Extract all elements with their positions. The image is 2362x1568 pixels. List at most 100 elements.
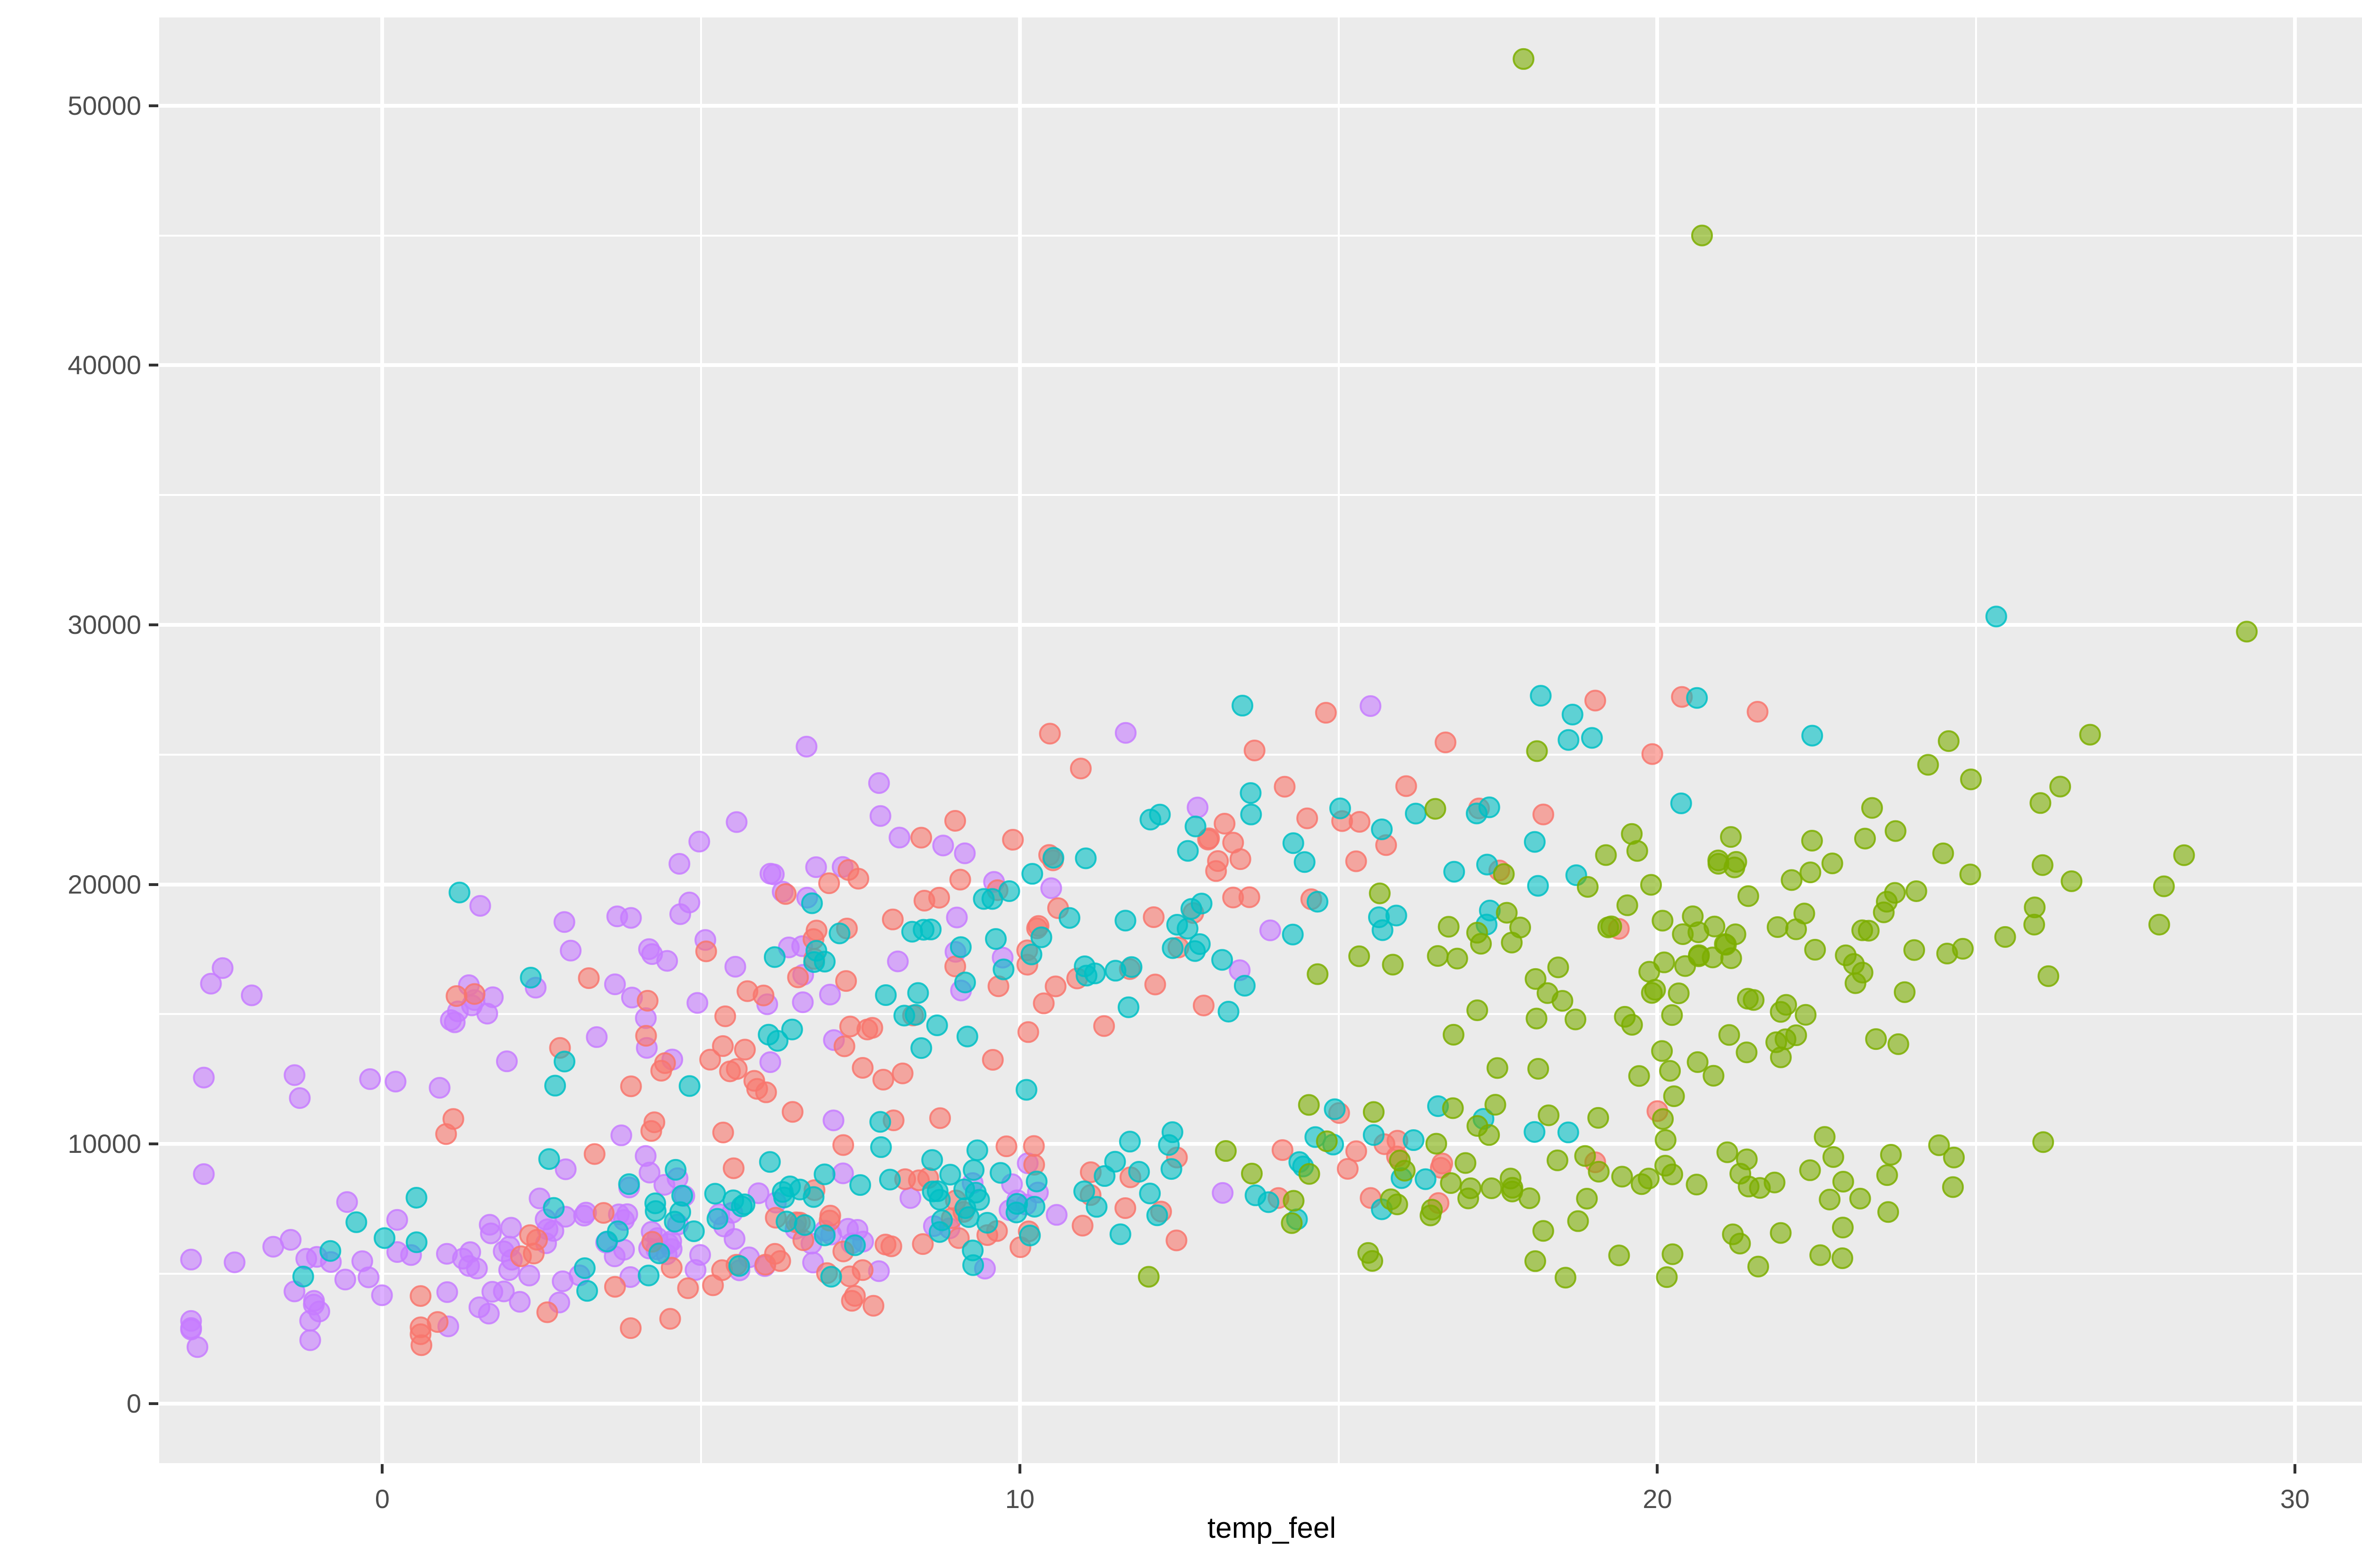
data-point-autumn <box>734 1193 756 1216</box>
y-axis-title: count <box>0 0 43 60</box>
data-point-spring <box>852 1259 874 1281</box>
data-point-spring <box>463 983 486 1005</box>
data-point-winter <box>869 805 891 827</box>
data-point-summer <box>1763 1171 1786 1193</box>
data-point-winter <box>180 1310 202 1332</box>
data-point-autumn <box>773 1186 795 1209</box>
data-point-summer <box>1608 1244 1630 1267</box>
data-point-autumn <box>1282 832 1304 854</box>
y-axis-tick-mark <box>149 104 158 107</box>
data-point-autumn <box>954 971 976 994</box>
data-point-winter <box>289 1087 311 1109</box>
data-point-summer <box>1714 933 1736 955</box>
grid-line-vertical-minor <box>700 17 702 1463</box>
data-point-spring <box>838 859 860 881</box>
data-point-summer <box>1785 918 1807 940</box>
data-point-spring <box>781 1101 804 1123</box>
data-point-winter <box>262 1236 284 1258</box>
data-point-summer <box>1532 1220 1554 1242</box>
data-point-spring <box>723 1157 745 1179</box>
data-point-summer <box>1524 1250 1546 1272</box>
data-point-summer <box>1644 979 1666 1001</box>
data-point-winter <box>1114 722 1137 744</box>
data-point-spring <box>832 1134 855 1156</box>
data-point-summer <box>1770 1046 1792 1068</box>
data-point-autumn <box>763 946 786 968</box>
data-point-spring <box>1532 803 1554 826</box>
data-point-autumn <box>576 1280 598 1302</box>
y-axis-tick-label: 0 <box>126 1388 141 1418</box>
data-point-summer <box>1597 916 1619 938</box>
data-point-summer <box>1380 1188 1402 1210</box>
data-point-summer <box>1496 902 1518 924</box>
data-point-spring <box>734 1039 756 1061</box>
data-point-autumn <box>1184 940 1206 962</box>
data-point-spring <box>1071 1215 1094 1237</box>
data-point-autumn <box>1086 1196 1108 1218</box>
data-point-winter <box>385 1071 407 1093</box>
data-point-summer <box>1493 863 1515 885</box>
data-point-summer <box>1369 882 1391 904</box>
data-point-winter <box>747 1182 770 1204</box>
data-point-autumn <box>879 1168 901 1191</box>
data-point-winter <box>359 1068 381 1090</box>
data-point-autumn <box>1042 847 1064 869</box>
data-point-winter <box>792 991 814 1014</box>
data-point-winter <box>553 911 575 933</box>
data-point-summer <box>1884 820 1907 842</box>
grid-line-horizontal-minor <box>159 234 2362 237</box>
grid-line-horizontal-major <box>159 363 2362 367</box>
data-point-summer <box>1876 1164 1898 1186</box>
data-point-summer <box>1822 1146 1844 1168</box>
data-point-autumn <box>1801 724 1823 747</box>
data-point-winter <box>509 1291 531 1313</box>
x-axis-tick-label: 0 <box>375 1484 390 1514</box>
data-point-autumn <box>870 1136 892 1158</box>
data-point-summer <box>1770 1001 1792 1023</box>
data-point-summer <box>1298 1163 1320 1185</box>
data-point-summer <box>1917 754 1939 776</box>
data-point-spring <box>726 1058 748 1080</box>
data-point-summer <box>1538 1104 1560 1126</box>
data-point-winter <box>428 1077 451 1099</box>
data-point-spring <box>1222 886 1244 909</box>
data-point-autumn <box>1184 815 1207 837</box>
data-point-winter <box>436 1281 458 1303</box>
x-axis-tick-label: 20 <box>1643 1484 1672 1514</box>
data-point-summer <box>1442 1023 1464 1046</box>
data-point-spring <box>410 1323 432 1346</box>
data-point-spring <box>714 1005 736 1027</box>
data-point-summer <box>1628 1065 1650 1087</box>
data-point-summer <box>2153 875 2175 897</box>
data-point-summer <box>1747 1255 1769 1278</box>
data-point-winter <box>240 984 263 1006</box>
data-point-autumn <box>989 1162 1011 1184</box>
data-point-summer <box>1801 830 1823 852</box>
data-point-autumn <box>1084 963 1106 985</box>
data-point-autumn <box>939 1164 961 1186</box>
data-point-summer <box>1455 1152 1477 1174</box>
data-point-spring <box>1023 1135 1045 1157</box>
data-point-winter <box>459 1241 481 1263</box>
data-point-summer <box>1361 1250 1383 1272</box>
data-point-autumn <box>910 1037 933 1059</box>
data-point-summer <box>1903 939 1926 961</box>
data-point-summer <box>1554 1267 1576 1289</box>
data-point-summer <box>1736 1041 1758 1064</box>
data-point-summer <box>1281 1212 1303 1234</box>
data-point-winter <box>668 852 691 875</box>
data-point-autumn <box>1104 1150 1126 1173</box>
data-point-autumn <box>1019 1224 1041 1246</box>
data-point-spring <box>891 1062 914 1084</box>
data-point-spring <box>1093 1015 1115 1037</box>
grid-line-horizontal-major <box>159 622 2362 627</box>
data-point-spring <box>1214 813 1236 835</box>
data-point-winter <box>386 1209 408 1231</box>
y-axis-tick-label: 40000 <box>68 350 141 380</box>
y-axis-tick-label: 30000 <box>68 609 141 639</box>
data-point-autumn <box>448 881 471 903</box>
data-point-spring <box>863 1295 885 1317</box>
data-point-autumn <box>671 1185 693 1207</box>
data-point-summer <box>1668 982 1690 1005</box>
